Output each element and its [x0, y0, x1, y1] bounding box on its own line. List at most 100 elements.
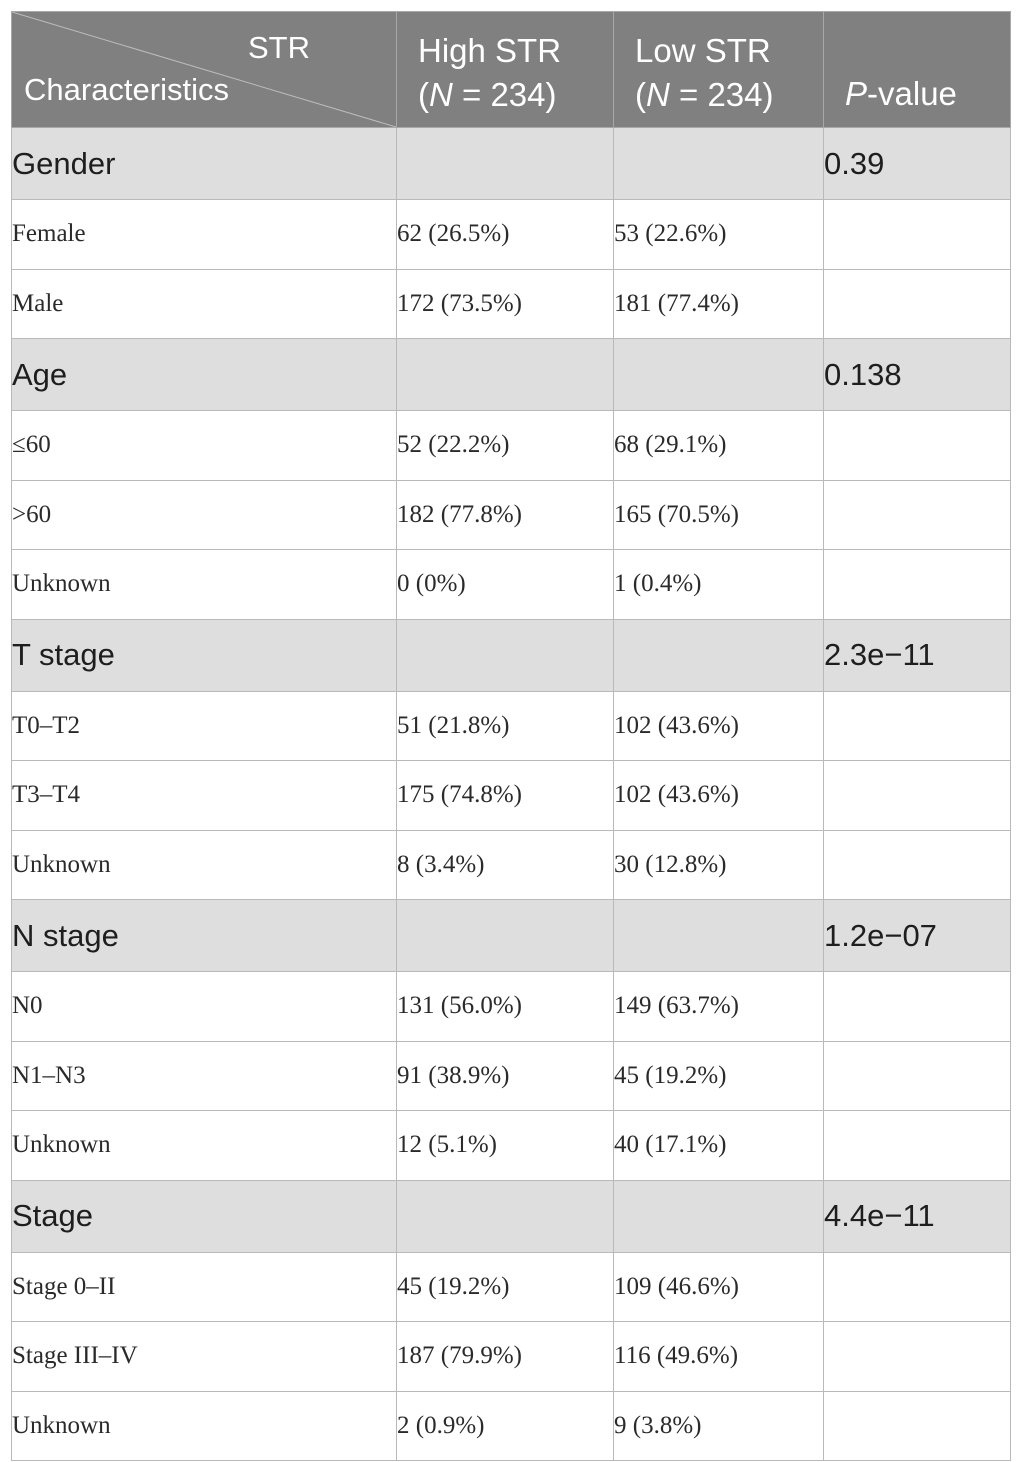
table-row: Male 172 (73.5%) 181 (77.4%) [11, 268, 1011, 339]
p-value-suffix: -value [867, 74, 957, 112]
row-p-empty [823, 690, 1011, 761]
group-label: Age [11, 338, 397, 411]
group-row: T stage 2.3e−11 [11, 618, 1011, 692]
group-row: Age 0.138 [11, 338, 1011, 411]
table-row: >60 182 (77.8%) 165 (70.5%) [11, 479, 1011, 550]
row-label: >60 [11, 479, 397, 550]
high-str-value: 45 (19.2%) [396, 1251, 614, 1322]
group-low-empty [613, 338, 824, 411]
low-str-value: 102 (43.6%) [613, 690, 824, 761]
row-p-empty [823, 410, 1011, 481]
row-p-empty [823, 1110, 1011, 1181]
table-row: N0 131 (56.0%) 149 (63.7%) [11, 971, 1011, 1042]
high-n-count: = 234) [452, 75, 557, 113]
row-label: T3–T4 [11, 760, 397, 831]
str-header-label: STR [248, 30, 310, 65]
group-p-value: 4.4e−11 [823, 1179, 1011, 1253]
high-str-title: High STR [418, 31, 562, 69]
row-p-empty [823, 199, 1011, 270]
row-p-empty [823, 971, 1011, 1042]
table-row: Unknown 12 (5.1%) 40 (17.1%) [11, 1110, 1011, 1181]
high-str-value: 91 (38.9%) [396, 1040, 614, 1111]
high-str-value: 62 (26.5%) [396, 199, 614, 270]
group-low-empty [613, 127, 824, 200]
low-str-header: Low STR (N = 234) [613, 11, 824, 128]
group-row: N stage 1.2e−07 [11, 899, 1011, 972]
group-label: Stage [11, 1179, 397, 1253]
high-open-paren: ( [418, 75, 429, 113]
high-str-header: High STR (N = 234) [396, 11, 614, 128]
row-p-empty [823, 760, 1011, 831]
low-n-count: = 234) [669, 75, 774, 113]
low-str-value: 68 (29.1%) [613, 410, 824, 481]
row-p-empty [823, 1040, 1011, 1111]
group-label: N stage [11, 899, 397, 972]
high-str-value: 51 (21.8%) [396, 690, 614, 761]
high-str-value: 187 (79.9%) [396, 1321, 614, 1392]
group-row: Stage 4.4e−11 [11, 1179, 1011, 1253]
group-label: Gender [11, 127, 397, 200]
table-row: Stage 0–II 45 (19.2%) 109 (46.6%) [11, 1251, 1011, 1322]
low-open-paren: ( [635, 75, 646, 113]
low-str-value: 149 (63.7%) [613, 971, 824, 1042]
row-p-empty [823, 268, 1011, 339]
row-label: Unknown [11, 549, 397, 620]
table-row: Unknown 2 (0.9%) 9 (3.8%) [11, 1390, 1011, 1461]
row-label: Stage 0–II [11, 1251, 397, 1322]
table-row: N1–N3 91 (38.9%) 45 (19.2%) [11, 1040, 1011, 1111]
low-str-value: 102 (43.6%) [613, 760, 824, 831]
row-p-empty [823, 479, 1011, 550]
table-row: ≤60 52 (22.2%) 68 (29.1%) [11, 410, 1011, 481]
high-n-symbol: N [429, 75, 453, 113]
high-str-value: 182 (77.8%) [396, 479, 614, 550]
row-label: Male [11, 268, 397, 339]
low-n-symbol: N [646, 75, 670, 113]
table-row: Unknown 8 (3.4%) 30 (12.8%) [11, 829, 1011, 900]
group-high-empty [396, 1179, 614, 1253]
row-label: N1–N3 [11, 1040, 397, 1111]
group-high-empty [396, 618, 614, 692]
characteristics-table: STR Characteristics High STR (N = 234) L… [11, 11, 1011, 1461]
low-str-value: 45 (19.2%) [613, 1040, 824, 1111]
low-str-value: 109 (46.6%) [613, 1251, 824, 1322]
row-label: Unknown [11, 1110, 397, 1181]
group-high-empty [396, 338, 614, 411]
low-str-value: 165 (70.5%) [613, 479, 824, 550]
high-str-value: 8 (3.4%) [396, 829, 614, 900]
row-label: ≤60 [11, 410, 397, 481]
table-row: T3–T4 175 (74.8%) 102 (43.6%) [11, 760, 1011, 831]
high-str-value: 175 (74.8%) [396, 760, 614, 831]
p-value-header: P-value [823, 11, 1011, 128]
header-diagonal-cell: STR Characteristics [11, 11, 397, 128]
group-low-empty [613, 1179, 824, 1253]
high-str-value: 172 (73.5%) [396, 268, 614, 339]
high-str-value: 2 (0.9%) [396, 1390, 614, 1461]
high-str-value: 12 (5.1%) [396, 1110, 614, 1181]
group-high-empty [396, 899, 614, 972]
row-label: T0–T2 [11, 690, 397, 761]
diagonal-divider [12, 12, 396, 127]
high-str-value: 0 (0%) [396, 549, 614, 620]
low-str-value: 53 (22.6%) [613, 199, 824, 270]
group-p-value: 2.3e−11 [823, 618, 1011, 692]
high-str-value: 52 (22.2%) [396, 410, 614, 481]
group-low-empty [613, 899, 824, 972]
row-label: Unknown [11, 829, 397, 900]
table-row: Unknown 0 (0%) 1 (0.4%) [11, 549, 1011, 620]
table-row: Stage III–IV 187 (79.9%) 116 (49.6%) [11, 1321, 1011, 1392]
row-label: Unknown [11, 1390, 397, 1461]
row-p-empty [823, 1251, 1011, 1322]
row-label: N0 [11, 971, 397, 1042]
row-p-empty [823, 1390, 1011, 1461]
low-str-value: 9 (3.8%) [613, 1390, 824, 1461]
row-p-empty [823, 549, 1011, 620]
row-p-empty [823, 1321, 1011, 1392]
row-label: Stage III–IV [11, 1321, 397, 1392]
p-symbol: P [845, 74, 868, 112]
group-p-value: 1.2e−07 [823, 899, 1011, 972]
group-p-value: 0.138 [823, 338, 1011, 411]
low-str-value: 181 (77.4%) [613, 268, 824, 339]
high-str-value: 131 (56.0%) [396, 971, 614, 1042]
group-row: Gender 0.39 [11, 127, 1011, 200]
table-body: Gender 0.39 Female 62 (26.5%) 53 (22.6%) Male… [11, 127, 1011, 1461]
